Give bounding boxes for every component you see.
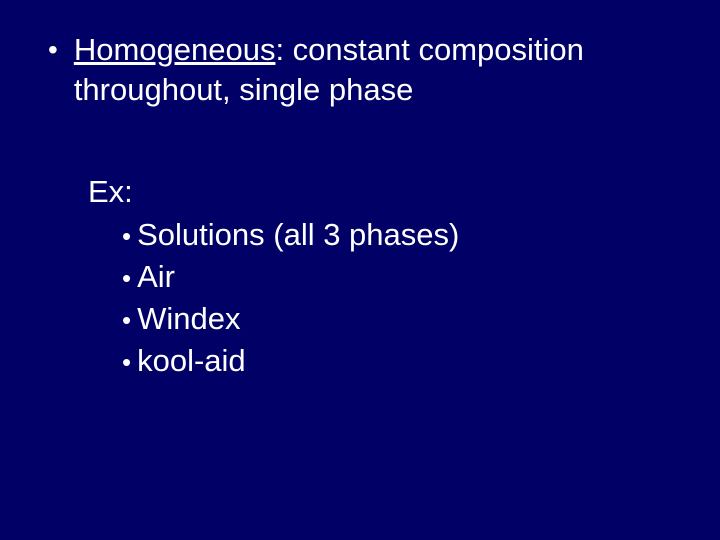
list-item: • kool-aid: [122, 340, 680, 382]
bullet-dot-icon: •: [122, 261, 131, 296]
example-block: Ex: • Solutions (all 3 phases) • Air • W…: [88, 171, 680, 382]
bullet-dot-icon: •: [48, 30, 58, 70]
main-bullet-text: Homogeneous: constant composition throug…: [74, 30, 680, 111]
bullet-dot-icon: •: [122, 219, 131, 254]
bullet-dot-icon: •: [122, 345, 131, 380]
term-heading: Homogeneous: [74, 32, 276, 67]
example-list: • Solutions (all 3 phases) • Air • Winde…: [122, 214, 680, 381]
bullet-dot-icon: •: [122, 303, 131, 338]
list-item: • Air: [122, 256, 680, 298]
example-text: Air: [137, 256, 175, 298]
list-item: • Solutions (all 3 phases): [122, 214, 680, 256]
example-text: Windex: [137, 298, 240, 340]
example-text: Solutions (all 3 phases): [137, 214, 459, 256]
main-bullet-row: • Homogeneous: constant composition thro…: [48, 30, 680, 111]
example-label: Ex:: [88, 171, 680, 213]
example-text: kool-aid: [137, 340, 246, 382]
list-item: • Windex: [122, 298, 680, 340]
